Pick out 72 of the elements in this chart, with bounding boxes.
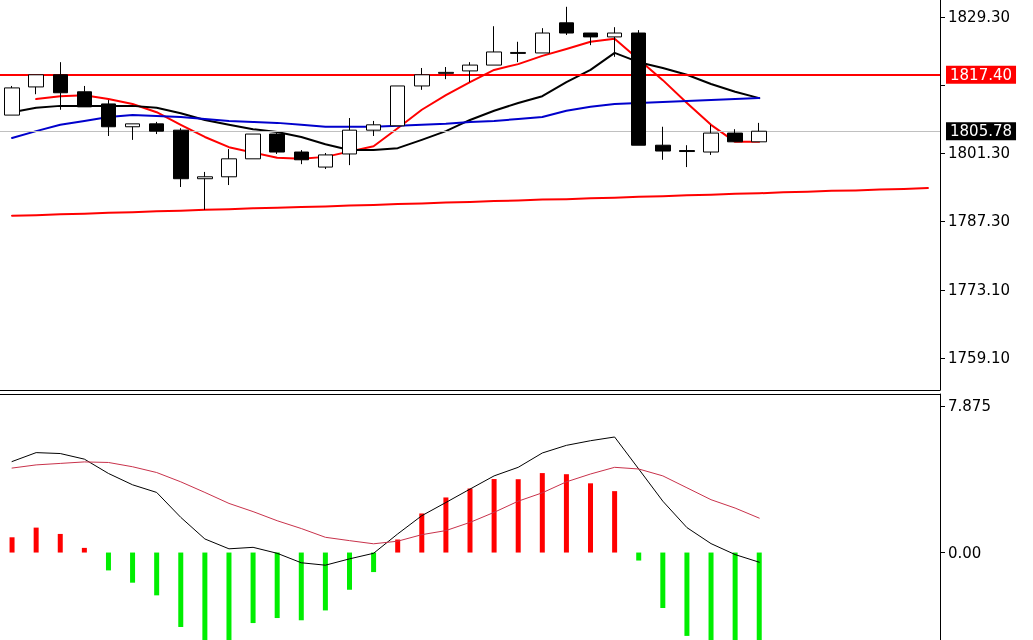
ref-line-label: 1817.40 xyxy=(950,65,1013,84)
ref-line-label: 1805.78 xyxy=(950,122,1013,141)
candlestick xyxy=(149,121,164,135)
y-tick-label: 1773.10 xyxy=(948,280,1011,299)
candlestick xyxy=(583,32,598,46)
line-series xyxy=(11,97,761,139)
candlestick xyxy=(221,148,237,186)
candlestick xyxy=(294,149,309,165)
bar xyxy=(708,552,714,640)
bar xyxy=(322,552,328,611)
bar xyxy=(467,488,473,553)
y-tick-label: 1759.10 xyxy=(948,348,1011,367)
bar xyxy=(346,552,352,590)
candlestick xyxy=(318,152,333,170)
candlestick xyxy=(197,171,213,211)
bar xyxy=(660,552,666,608)
candlestick xyxy=(390,85,405,127)
candlestick xyxy=(101,99,116,137)
candlestick xyxy=(173,127,189,188)
bar xyxy=(443,497,449,553)
bar xyxy=(732,552,738,640)
y-tick-label: 1829.30 xyxy=(948,8,1011,26)
bar xyxy=(515,479,521,553)
line-series xyxy=(11,186,929,217)
y-tick-label: 1787.30 xyxy=(948,211,1011,230)
y-tick-label: 7.875 xyxy=(948,397,991,415)
bar xyxy=(539,473,545,553)
bar xyxy=(491,479,497,553)
bar xyxy=(274,552,280,619)
candlestick xyxy=(245,133,261,160)
candlestick xyxy=(77,85,92,108)
candlestick xyxy=(125,123,140,141)
y-tick-label: 0.00 xyxy=(948,543,982,562)
bar xyxy=(419,513,425,553)
bar xyxy=(105,552,111,571)
bar xyxy=(130,552,136,583)
line-series xyxy=(11,436,760,566)
candlestick xyxy=(28,74,44,95)
bar xyxy=(756,552,762,640)
bar xyxy=(33,527,39,553)
candlestick xyxy=(366,120,381,137)
candlestick xyxy=(486,25,502,66)
candlestick xyxy=(679,144,695,168)
bar xyxy=(226,552,232,640)
candlestick xyxy=(727,128,743,143)
bar xyxy=(9,537,15,553)
bar xyxy=(250,552,256,624)
bar xyxy=(178,552,184,627)
line-series xyxy=(11,461,760,545)
bar xyxy=(395,539,401,553)
bar xyxy=(298,552,304,621)
candlestick xyxy=(438,66,454,80)
bar xyxy=(57,533,63,553)
candlestick xyxy=(559,6,574,36)
candlestick xyxy=(414,67,430,91)
bar xyxy=(612,491,618,553)
candlestick xyxy=(703,124,719,156)
bar xyxy=(588,483,594,553)
bar xyxy=(636,552,642,561)
candlestick xyxy=(462,61,478,83)
bar xyxy=(154,552,160,596)
candlestick xyxy=(655,126,671,161)
candlestick xyxy=(53,61,68,111)
candlestick xyxy=(535,27,550,54)
y-tick-label: 1801.30 xyxy=(948,143,1011,162)
bar xyxy=(371,552,377,573)
bar xyxy=(563,474,569,553)
bar xyxy=(81,547,87,553)
candlestick xyxy=(751,122,767,143)
bar xyxy=(684,552,690,636)
candlestick xyxy=(510,41,526,63)
bar xyxy=(202,552,208,640)
